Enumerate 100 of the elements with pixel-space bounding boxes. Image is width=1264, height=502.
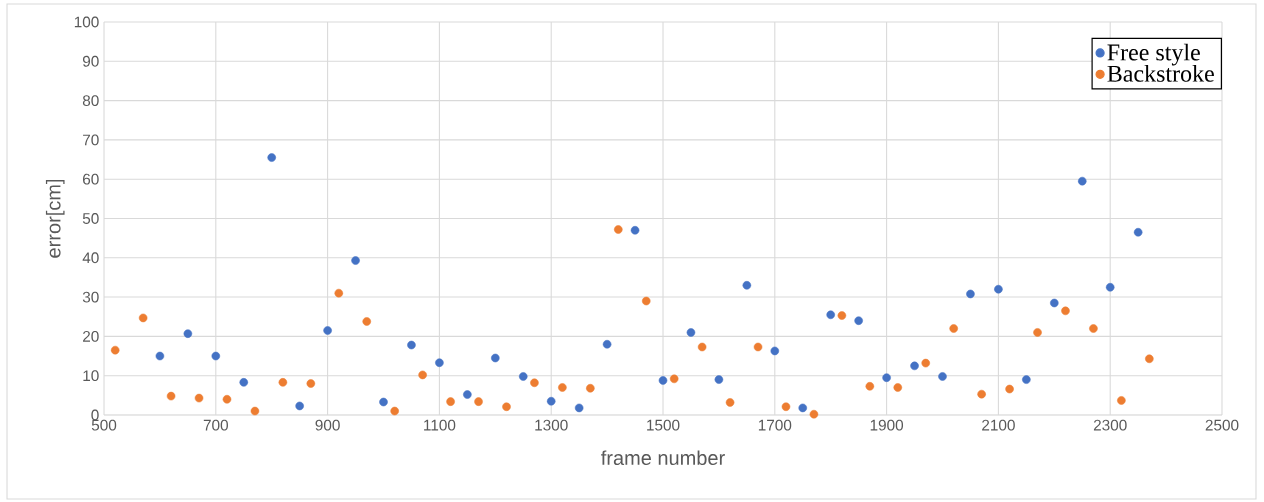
point — [669, 374, 679, 384]
point — [994, 284, 1003, 294]
point — [641, 296, 651, 306]
x-tick-label: 2300 — [1093, 419, 1127, 431]
point — [1117, 396, 1126, 405]
point — [697, 342, 707, 352]
point — [194, 393, 204, 403]
point — [966, 289, 975, 299]
point — [530, 378, 539, 388]
point — [865, 382, 875, 391]
point — [1050, 298, 1059, 308]
point — [518, 372, 528, 381]
y-tick-label: 50 — [82, 213, 99, 224]
point — [1033, 328, 1042, 337]
y-axis-title: error[cm] — [45, 179, 65, 258]
point — [295, 401, 304, 411]
x-tick-label: 1500 — [647, 419, 680, 431]
point — [1005, 384, 1014, 394]
y-tick-label: 40 — [82, 252, 99, 264]
point — [725, 398, 735, 407]
point — [574, 403, 584, 413]
point — [390, 406, 399, 416]
point — [306, 379, 316, 388]
x-tick-label: 900 — [315, 419, 340, 431]
point — [183, 329, 193, 338]
legend-label: Backstroke — [1107, 64, 1214, 82]
point — [809, 409, 819, 419]
point — [753, 342, 763, 352]
y-tick-label: 80 — [82, 95, 99, 107]
point — [211, 351, 221, 361]
point — [267, 153, 276, 162]
point — [770, 346, 780, 356]
point — [138, 313, 148, 323]
point — [1133, 227, 1143, 237]
x-tick-label: 1700 — [758, 419, 792, 431]
point — [1105, 283, 1115, 292]
point — [435, 358, 444, 367]
point — [614, 225, 623, 234]
point — [379, 397, 388, 407]
y-tick-label: 60 — [83, 173, 99, 185]
point — [546, 396, 556, 406]
x-tick-label: 2500 — [1205, 419, 1239, 431]
point — [826, 310, 835, 320]
point — [1089, 324, 1098, 333]
y-tick-label: 0 — [91, 409, 99, 421]
point — [474, 397, 483, 406]
x-axis-title: frame number — [601, 450, 725, 466]
y-tick-label: 100 — [74, 16, 99, 28]
point — [502, 402, 511, 411]
point — [658, 376, 668, 385]
point — [586, 383, 595, 393]
point — [1145, 354, 1154, 364]
point — [1022, 375, 1031, 384]
point — [977, 389, 986, 399]
point — [323, 326, 332, 335]
point — [239, 378, 249, 387]
x-tick-label: 700 — [203, 419, 228, 431]
point — [837, 311, 847, 320]
point — [155, 351, 165, 361]
y-tick-label: 30 — [82, 291, 99, 303]
y-tick-label: 20 — [83, 330, 99, 342]
x-tick-label: 2100 — [982, 419, 1015, 431]
point — [742, 281, 752, 290]
point — [110, 345, 120, 355]
point — [491, 353, 500, 363]
point — [418, 370, 427, 380]
point — [714, 375, 724, 384]
point — [362, 317, 372, 326]
point — [893, 383, 903, 392]
point — [602, 339, 612, 349]
point — [910, 361, 919, 371]
point — [882, 373, 891, 382]
legend-label: Free style — [1107, 43, 1200, 66]
point — [921, 358, 930, 368]
point — [1061, 306, 1070, 316]
x-tick-label: 1300 — [535, 419, 568, 431]
point — [278, 378, 288, 387]
point — [463, 390, 472, 399]
point — [407, 340, 416, 350]
x-tick-label: 1900 — [870, 419, 904, 431]
point — [781, 402, 791, 411]
point — [949, 324, 958, 333]
x-tick-label: 1100 — [424, 419, 456, 431]
point — [166, 391, 176, 401]
y-tick-label: 70 — [83, 134, 99, 146]
point — [351, 256, 360, 265]
point — [686, 328, 696, 337]
y-tick-label: 10 — [83, 370, 99, 382]
point — [558, 383, 567, 392]
x-tick-label: 500 — [91, 419, 117, 431]
point — [1077, 176, 1087, 186]
y-tick-label: 90 — [82, 55, 99, 67]
point — [630, 226, 640, 235]
point — [222, 394, 232, 404]
point — [798, 403, 808, 413]
point — [250, 406, 260, 416]
point — [938, 372, 947, 381]
point — [334, 288, 344, 298]
point — [446, 397, 455, 406]
point — [854, 316, 863, 325]
